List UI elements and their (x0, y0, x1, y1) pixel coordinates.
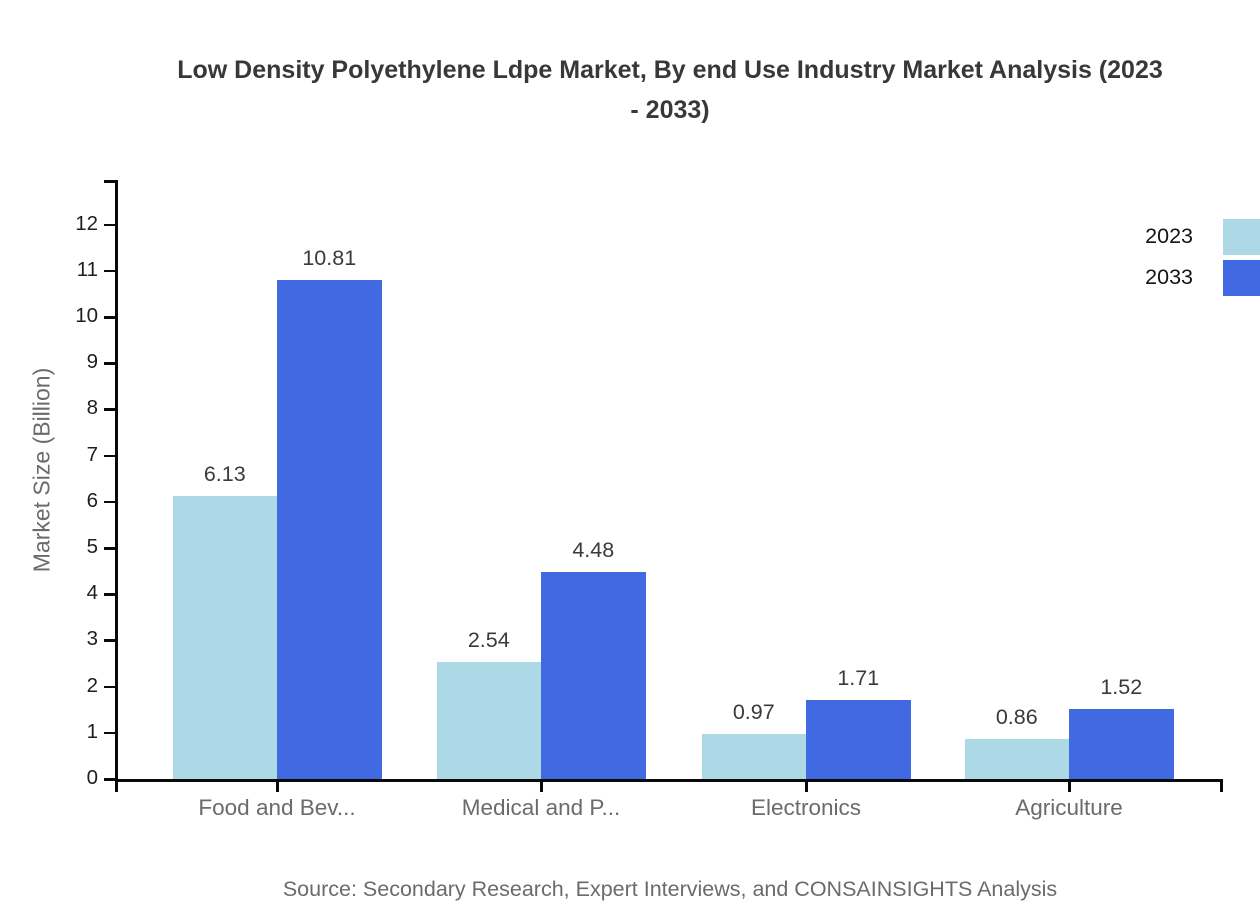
y-tick-label: 3 (86, 627, 98, 651)
y-tick (104, 454, 115, 458)
y-tick-label: 10 (75, 304, 98, 327)
y-tick (104, 778, 115, 781)
bar-value-label: 10.81 (302, 245, 357, 270)
y-tick (104, 685, 115, 689)
y-tick-label: 12 (75, 211, 98, 235)
bar-value-label: 2.54 (467, 627, 510, 652)
legend: 2023 2033 (1145, 218, 1260, 300)
legend-label: 2033 (1145, 265, 1193, 289)
x-tick (275, 782, 279, 792)
x-axis-line (115, 779, 1223, 782)
y-axis-line (115, 180, 118, 792)
y-tick-label: 7 (86, 442, 98, 466)
bar-value-label: 6.13 (203, 461, 246, 486)
y-tick (104, 223, 115, 227)
x-tick (1067, 782, 1071, 792)
legend-item-2033: 2033 (1145, 259, 1260, 296)
bar-value-label: 0.86 (995, 705, 1038, 730)
bar-2033-1 (541, 572, 646, 779)
y-tick-label: 1 (86, 719, 98, 743)
y-tick (104, 408, 115, 411)
legend-swatch-2033 (1223, 259, 1260, 296)
chart-title: Low Density Polyethylene Ldpe Market, By… (177, 56, 1163, 124)
y-tick (104, 500, 115, 504)
y-tick-label: 4 (86, 581, 98, 605)
y-tick (104, 547, 115, 550)
x-tick (804, 782, 808, 792)
bar-value-label: 0.97 (732, 700, 775, 725)
y-axis-top-cap (104, 180, 115, 183)
y-tick (104, 593, 115, 596)
y-tick-label: 6 (86, 488, 98, 512)
legend-label: 2023 (1145, 224, 1193, 248)
y-tick-label: 2 (86, 673, 98, 697)
y-tick-label: 0 (86, 766, 98, 789)
y-tick (104, 316, 115, 319)
bar-value-label: 4.48 (572, 538, 615, 563)
bar-2033-2 (806, 699, 911, 779)
category-label-0: Food and Bev... (198, 795, 356, 820)
y-tick (104, 269, 115, 273)
bar-2023-0 (172, 495, 277, 779)
category-label-3: Agriculture (1015, 795, 1123, 820)
bar-2033-0 (277, 279, 382, 779)
bar-value-label: 1.52 (1100, 674, 1143, 699)
y-tick-label: 11 (76, 257, 98, 281)
y-tick (104, 731, 115, 735)
bar-2023-3 (964, 739, 1069, 779)
bar-2023-1 (436, 661, 541, 779)
y-tick (104, 639, 115, 642)
x-axis-end-cap (1220, 779, 1223, 792)
category-label-1: Medical and P... (461, 795, 621, 820)
bar-2033-3 (1069, 708, 1174, 779)
y-tick-label: 5 (86, 535, 98, 558)
bar-2023-2 (701, 734, 806, 779)
y-tick-label: 8 (86, 396, 98, 420)
bar-value-label: 1.71 (837, 665, 880, 690)
legend-swatch-2023 (1223, 218, 1260, 255)
legend-item-2023: 2023 (1145, 218, 1260, 255)
y-tick-label: 9 (86, 350, 98, 374)
y-tick (104, 362, 115, 365)
category-label-2: Electronics (750, 795, 862, 820)
x-tick (539, 782, 543, 792)
source-note: Source: Secondary Research, Expert Inter… (282, 877, 1058, 901)
